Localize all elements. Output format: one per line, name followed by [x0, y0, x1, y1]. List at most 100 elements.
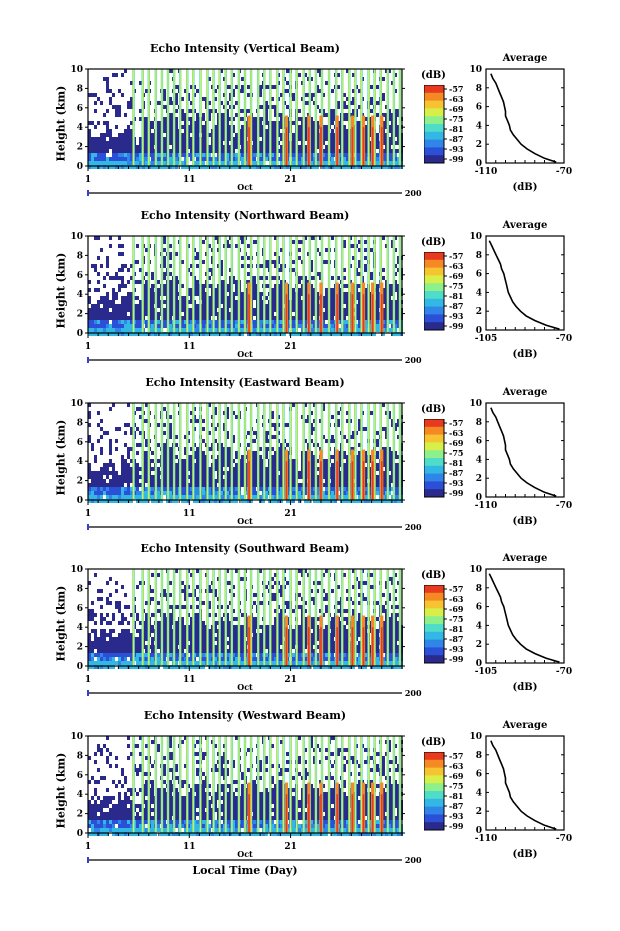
heatmap-cell	[337, 73, 340, 77]
average-y-tick-label: 4	[476, 121, 482, 131]
heatmap-cell	[100, 157, 103, 161]
heatmap-cell	[124, 463, 127, 467]
heatmap-cell	[280, 447, 283, 451]
heatmap-cell	[139, 415, 142, 419]
average-x-label: (dB)	[512, 182, 538, 193]
heatmap-cell	[235, 312, 238, 316]
heatmap-cell	[130, 304, 133, 308]
heatmap-cell	[139, 165, 142, 169]
colorbar-segment	[424, 267, 444, 276]
heatmap-cell	[106, 475, 109, 479]
heatmap-cell	[265, 109, 268, 113]
heatmap-cell	[196, 280, 199, 284]
heatmap-cell	[343, 495, 346, 499]
heatmap-cell	[190, 467, 193, 471]
heatmap-cell	[226, 447, 229, 451]
heatmap-cell	[376, 431, 379, 435]
heatmap-cell	[358, 284, 361, 288]
heatmap-cell	[124, 264, 127, 268]
heatmap-cell	[214, 427, 217, 431]
heatmap-cell	[181, 467, 184, 471]
heatmap-cell	[151, 296, 154, 300]
heatmap-cell	[223, 300, 226, 304]
heatmap-cell	[202, 304, 205, 308]
heatmap-cell	[358, 475, 361, 479]
heatmap-cell	[220, 312, 223, 316]
heatmap-cell	[292, 495, 295, 499]
heatmap-cell	[391, 125, 394, 129]
heatmap-cell	[298, 499, 301, 503]
heatmap-cell	[397, 300, 400, 304]
heatmap-stripe-core	[167, 69, 169, 166]
heatmap-cell	[232, 165, 235, 169]
heatmap-cell	[331, 165, 334, 169]
heatmap-cell	[241, 471, 244, 475]
heatmap-cell	[319, 236, 322, 240]
heatmap-cell	[397, 499, 400, 503]
heatmap-cell	[253, 467, 256, 471]
heatmap-cell	[310, 93, 313, 97]
heatmap-cell	[142, 499, 145, 503]
heatmap-cell	[280, 499, 283, 503]
heatmap-cell	[364, 471, 367, 475]
heatmap-cell	[376, 324, 379, 328]
heatmap-cell	[214, 308, 217, 312]
heatmap-cell	[286, 89, 289, 93]
heatmap-cell	[169, 491, 172, 495]
heatmap-stripe-core	[231, 69, 233, 166]
heatmap-cell	[175, 443, 178, 447]
heatmap-cell	[358, 89, 361, 93]
heatmap-cell	[223, 145, 226, 149]
heatmap-cell	[385, 296, 388, 300]
heatmap-cell	[145, 467, 148, 471]
heatmap-cell	[394, 332, 397, 336]
heatmap-cell	[154, 332, 157, 336]
heatmap-cell	[211, 332, 214, 336]
heatmap-cell	[298, 125, 301, 129]
heatmap-cell	[109, 324, 112, 328]
heatmap-cell	[346, 97, 349, 101]
heatmap-cell	[253, 292, 256, 296]
heatmap-cell	[151, 324, 154, 328]
heatmap-cell	[100, 248, 103, 252]
heatmap-cell	[208, 77, 211, 81]
heatmap-cell	[139, 153, 142, 157]
heatmap-cell	[97, 153, 100, 157]
heatmap-cell	[364, 268, 367, 272]
heatmap-cell	[229, 475, 232, 479]
heatmap-cell	[235, 324, 238, 328]
heatmap-cell	[94, 316, 97, 320]
heatmap-cell	[331, 149, 334, 153]
heatmap-cell	[94, 483, 97, 487]
heatmap-cell	[253, 240, 256, 244]
heatmap-cell	[202, 495, 205, 499]
heatmap-cell	[343, 312, 346, 316]
heatmap-cell	[127, 316, 130, 320]
heatmap-cell	[322, 495, 325, 499]
heatmap-cell	[343, 141, 346, 145]
heatmap-cell	[139, 149, 142, 153]
heatmap-cell	[109, 141, 112, 145]
heatmap-cell	[304, 117, 307, 121]
heatmap-cell	[121, 328, 124, 332]
heatmap-cell	[388, 109, 391, 113]
heatmap-cell	[169, 97, 172, 101]
heatmap-cell	[382, 165, 385, 169]
heatmap-cell	[145, 89, 148, 93]
heatmap-cell	[145, 419, 148, 423]
heatmap-cell	[94, 101, 97, 105]
heatmap-cell	[94, 109, 97, 113]
heatmap-cell	[91, 141, 94, 145]
heatmap-cell	[391, 284, 394, 288]
heatmap-cell	[184, 324, 187, 328]
heatmap-cell	[364, 256, 367, 260]
heatmap-cell	[394, 312, 397, 316]
heatmap-cell	[232, 471, 235, 475]
heatmap-cell	[124, 312, 127, 316]
heatmap-cell	[292, 459, 295, 463]
heatmap-cell	[385, 300, 388, 304]
heatmap-cell	[358, 304, 361, 308]
heatmap-cell	[259, 495, 262, 499]
heatmap-cell	[124, 328, 127, 332]
